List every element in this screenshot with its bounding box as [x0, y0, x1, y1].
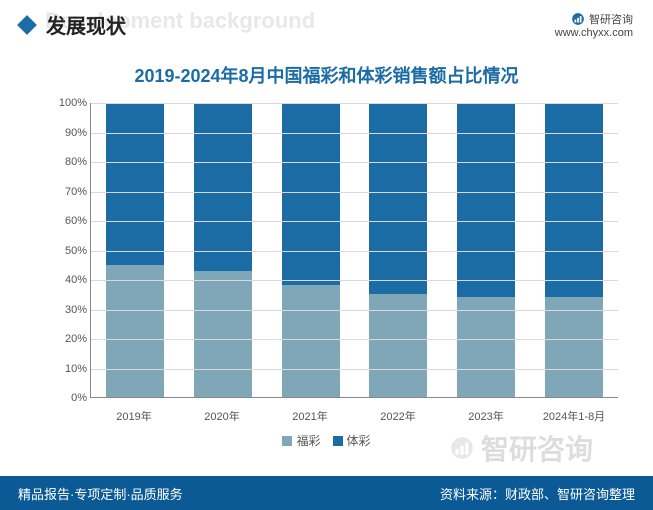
legend-swatch	[282, 436, 292, 446]
x-tick-label: 2019年	[99, 408, 169, 424]
legend: 福彩 体彩	[0, 432, 653, 449]
bar-segment	[106, 265, 164, 397]
gridline	[91, 310, 618, 311]
y-tick-label: 10%	[55, 363, 87, 375]
gridline	[91, 369, 618, 370]
brand-block: 智研咨询 www.chyxx.com	[555, 11, 633, 39]
y-tick-label: 0%	[55, 392, 87, 404]
y-tick-label: 60%	[55, 215, 87, 227]
bar-segment	[194, 103, 252, 271]
section-title: 发展现状	[46, 10, 126, 39]
y-tick-label: 100%	[55, 97, 87, 109]
bar-segment	[282, 103, 340, 285]
legend-swatch	[333, 436, 343, 446]
x-tick-label: 2020年	[187, 408, 257, 424]
footer-right: 资料来源：财政部、智研咨询整理	[440, 484, 635, 503]
bar-segment	[457, 297, 515, 397]
brand-name: 智研咨询	[589, 11, 633, 27]
x-tick-label: 2024年1-8月	[539, 408, 609, 424]
gridline	[91, 192, 618, 193]
brand-logo-icon	[571, 12, 585, 26]
plot-region	[90, 103, 618, 398]
footer-left: 精品报告·专项定制·品质服务	[18, 484, 183, 503]
y-tick-label: 90%	[55, 127, 87, 139]
brand-url: www.chyxx.com	[555, 27, 633, 39]
legend-label: 体彩	[347, 432, 371, 449]
y-tick-label: 80%	[55, 156, 87, 168]
gridline	[91, 251, 618, 252]
bar-segment	[106, 103, 164, 265]
gridline	[91, 162, 618, 163]
brand-line: 智研咨询	[555, 11, 633, 27]
x-tick-label: 2023年	[451, 408, 521, 424]
gridline	[91, 280, 618, 281]
y-tick-label: 40%	[55, 274, 87, 286]
gridline	[91, 339, 618, 340]
y-tick-label: 70%	[55, 186, 87, 198]
diamond-icon	[17, 15, 37, 35]
chart-area: 0%10%20%30%40%50%60%70%80%90%100% 2019年2…	[55, 98, 623, 428]
y-tick-label: 50%	[55, 245, 87, 257]
legend-item: 体彩	[333, 432, 371, 449]
gridline	[91, 133, 618, 134]
bar-segment	[545, 297, 603, 397]
bar-segment	[194, 271, 252, 397]
x-tick-label: 2022年	[363, 408, 433, 424]
footer: 精品报告·专项定制·品质服务 资料来源：财政部、智研咨询整理	[0, 476, 653, 510]
header: Development background 发展现状 智研咨询 www.chy…	[0, 0, 653, 44]
y-tick-label: 30%	[55, 304, 87, 316]
legend-label: 福彩	[296, 432, 320, 449]
bar-segment	[282, 285, 340, 397]
header-left: Development background 发展现状	[20, 10, 126, 39]
legend-item: 福彩	[282, 432, 320, 449]
gridline	[91, 103, 618, 104]
x-tick-label: 2021年	[275, 408, 345, 424]
chart-title: 2019-2024年8月中国福彩和体彩销售额占比情况	[0, 62, 653, 88]
x-axis-labels: 2019年 2020年 2021年 2022年 2023年 2024年1-8月	[90, 408, 618, 424]
gridline	[91, 221, 618, 222]
y-tick-label: 20%	[55, 333, 87, 345]
